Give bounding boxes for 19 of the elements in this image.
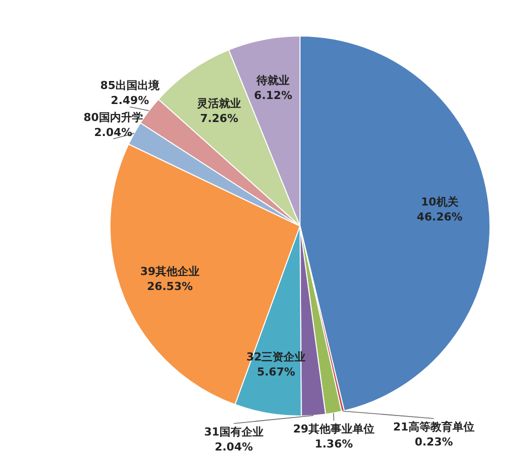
data-label: 46.26% (416, 210, 463, 224)
slice-label: 21高等教育单位 (393, 420, 474, 434)
slice-label: 灵活就业 (196, 96, 242, 110)
data-label: 6.12% (254, 88, 292, 102)
data-label: 7.26% (200, 112, 238, 125)
slice-label: 85出国出境 (100, 78, 161, 92)
data-label: 2.04% (94, 126, 132, 139)
data-label: 2.04% (214, 440, 253, 454)
slice-label: 80国内升学 (84, 110, 143, 124)
data-label: 26.53% (146, 280, 193, 294)
slice-label: 10机关 (420, 196, 460, 209)
data-label: 1.36% (314, 438, 353, 451)
data-label: 0.23% (414, 435, 453, 448)
slice-label: 31国有企业 (204, 425, 264, 438)
slice-label: 29其他事业单位 (293, 422, 374, 436)
slice-label: 39其他企业 (140, 265, 200, 278)
data-label: 2.49% (110, 94, 149, 107)
slice-label: 待就业 (256, 74, 290, 87)
data-label: 5.67% (256, 366, 296, 379)
